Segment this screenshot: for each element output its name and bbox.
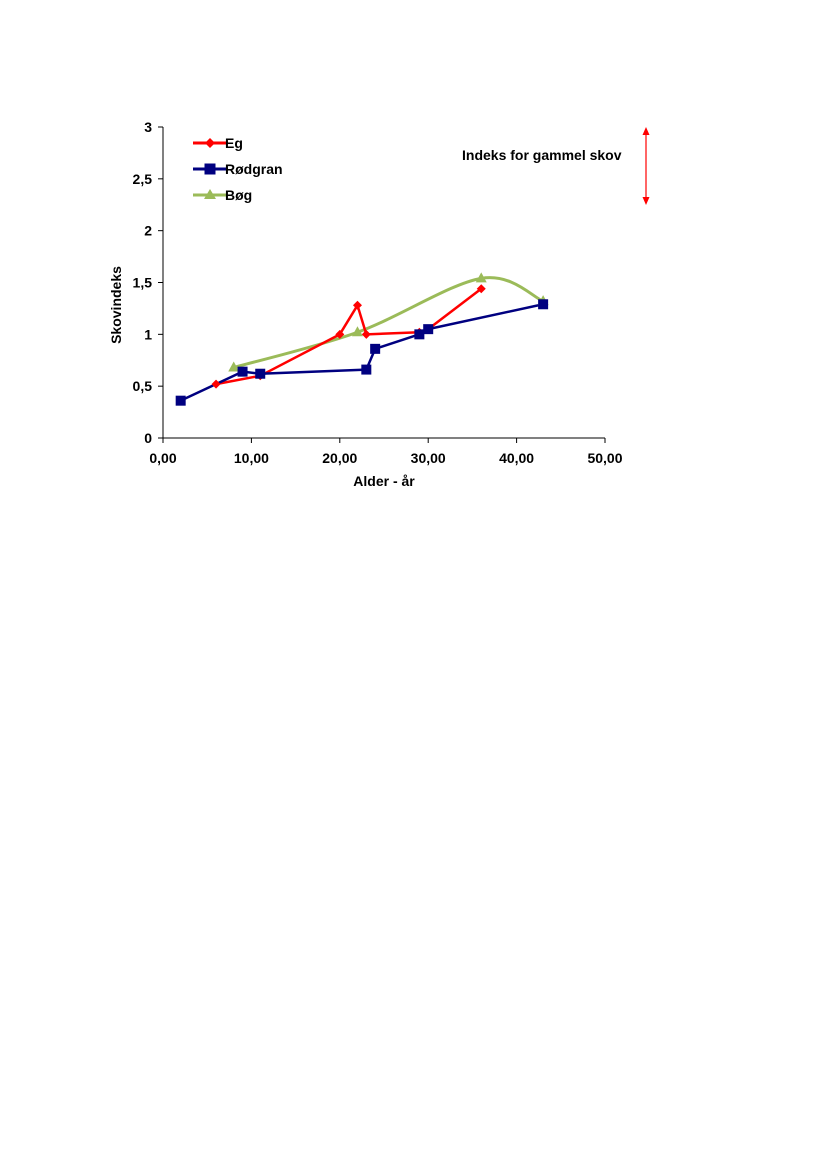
x-tick-label: 20,00 <box>322 450 357 466</box>
y-axis-title: Skovindeks <box>108 266 124 344</box>
data-point-rodgran <box>255 368 266 379</box>
data-point-rodgran <box>361 364 372 375</box>
x-tick-label: 30,00 <box>411 450 446 466</box>
data-point-rodgran <box>423 324 434 335</box>
legend-item-rodgran: Rødgran <box>193 161 283 177</box>
legend-marker-bog <box>204 189 216 199</box>
data-point-rodgran <box>538 299 549 310</box>
data-point-bog <box>351 326 363 337</box>
legend-label-eg: Eg <box>225 135 243 151</box>
x-tick-label: 0,00 <box>149 450 176 466</box>
legend-item-eg: Eg <box>193 135 243 151</box>
x-tick-label: 40,00 <box>499 450 534 466</box>
data-point-eg <box>476 284 486 294</box>
data-point-eg <box>361 329 371 339</box>
y-tick-label: 0 <box>144 430 152 446</box>
legend: Eg Rødgran Bøg <box>193 135 283 203</box>
series-line-bog <box>233 276 544 369</box>
y-tick-label: 2,5 <box>133 171 153 187</box>
legend-item-bog: Bøg <box>193 187 252 203</box>
legend-marker-eg <box>205 138 215 148</box>
data-point-rodgran <box>414 329 425 340</box>
data-point-eg <box>352 300 362 310</box>
y-tick-label: 3 <box>144 119 152 135</box>
data-point-rodgran <box>237 366 248 377</box>
data-point-bog <box>475 272 487 283</box>
y-tick-label: 1,5 <box>133 275 153 291</box>
legend-label-rodgran: Rødgran <box>225 161 283 177</box>
x-tick-label: 50,00 <box>587 450 622 466</box>
data-point-eg <box>335 329 345 339</box>
x-axis-title: Alder - år <box>353 473 415 489</box>
y-tick-label: 1 <box>144 326 152 342</box>
plot-area: 00,511,522,530,00 10,00 20,00 30,00 40,00 50,… <box>133 119 623 466</box>
annotation-arrow <box>642 127 650 205</box>
y-tick-label: 2 <box>144 223 152 239</box>
data-point-eg <box>211 379 221 389</box>
legend-marker-rodgran <box>204 163 216 175</box>
data-point-bog <box>228 361 240 372</box>
y-tick-label: 0,5 <box>133 378 153 394</box>
legend-label-bog: Bøg <box>225 187 252 203</box>
x-tick-label: 10,00 <box>234 450 269 466</box>
data-point-rodgran <box>370 343 381 354</box>
data-point-rodgran <box>175 395 186 406</box>
annotation-text: Indeks for gammel skov <box>462 147 622 163</box>
